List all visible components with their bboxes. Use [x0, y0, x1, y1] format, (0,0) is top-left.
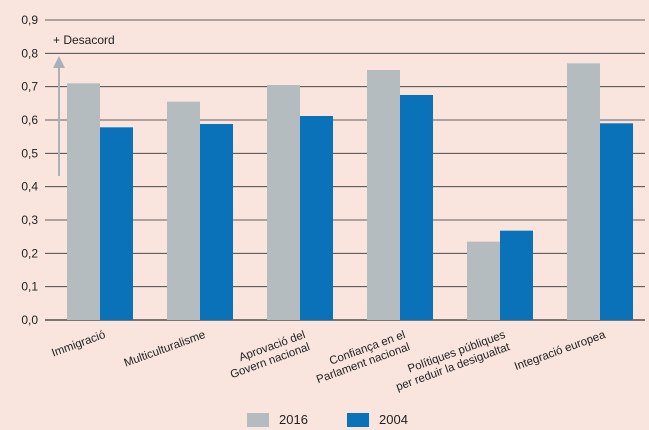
y-tick-label: 0,6 [21, 113, 38, 127]
bar-2004 [500, 230, 533, 320]
x-tick-label: Multiculturalisme [123, 329, 208, 370]
y-tick-label: 0,2 [21, 246, 38, 260]
x-tick-label: Aprovació delGovern nacional [224, 329, 311, 381]
x-tick-label: Polítiques públiquesper reduir la desigu… [390, 329, 512, 394]
legend-label-2004: 2004 [379, 412, 408, 427]
x-tick-label: Integració europea [513, 329, 608, 373]
y-tick-label: 0,7 [21, 80, 38, 94]
y-tick-label: 0,5 [21, 146, 38, 160]
bar-2004 [200, 124, 233, 320]
annotation-label: + Desacord [53, 33, 115, 47]
y-tick-label: 0,8 [21, 46, 38, 60]
bar-2004 [600, 123, 633, 320]
bar-2016 [367, 70, 400, 320]
bar-2016 [467, 241, 500, 320]
legend: 2016 2004 [0, 410, 649, 430]
bar-2016 [167, 101, 200, 321]
chart-svg: 0,0 0,1 0,2 0,3 0,4 0,5 0,6 0,7 0,8 0,9 + Desacord… [21, 13, 645, 394]
y-tick-label: 0,4 [21, 180, 38, 194]
legend-swatch-2016 [247, 413, 269, 427]
bar-2004 [400, 95, 433, 320]
annotation-arrow-head [53, 56, 65, 68]
bar-2016 [567, 63, 600, 320]
bar-2016 [67, 83, 100, 320]
legend-label-2016: 2016 [279, 412, 308, 427]
x-tick-label: Immigració [50, 329, 107, 360]
bar-2004 [100, 127, 133, 320]
y-tick-label: 0,1 [21, 280, 38, 294]
x-tick-label: Confiança en elParlament nacional [310, 329, 411, 386]
bar-2016 [267, 85, 300, 320]
y-tick-label: 0,0 [21, 313, 38, 327]
y-tick-label: 0,3 [21, 213, 38, 227]
legend-swatch-2004 [347, 413, 369, 427]
y-tick-label: 0,9 [21, 13, 38, 27]
bar-2004 [300, 116, 333, 320]
